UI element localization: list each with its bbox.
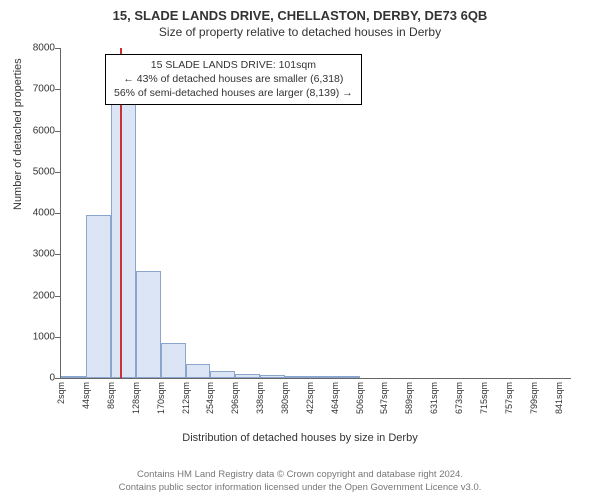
histogram-bar (285, 376, 310, 378)
y-tick-label: 8000 (33, 43, 55, 54)
y-tick-label: 4000 (33, 208, 55, 219)
x-tick-label: 841sqm (554, 382, 564, 414)
y-tick-label: 5000 (33, 166, 55, 177)
histogram-bar (86, 215, 111, 378)
info-box: 15 SLADE LANDS DRIVE: 101sqm ← 43% of de… (105, 54, 362, 105)
x-axis-label: Distribution of detached houses by size … (0, 432, 600, 444)
x-tick-label: 170sqm (156, 382, 166, 414)
x-tick-label: 757sqm (504, 382, 514, 414)
x-tick-label: 631sqm (429, 382, 439, 414)
x-tick-label: 212sqm (181, 382, 191, 414)
y-tick (55, 89, 61, 90)
histogram-bar (111, 102, 136, 378)
x-tick-label: 338sqm (255, 382, 265, 414)
y-tick (55, 131, 61, 132)
x-tick-label: 422sqm (305, 382, 315, 414)
info-line-1: 15 SLADE LANDS DRIVE: 101sqm (114, 58, 353, 72)
x-tick-label: 799sqm (529, 382, 539, 414)
x-tick-label: 2sqm (56, 382, 66, 404)
footer-line-2: Contains public sector information licen… (0, 482, 600, 494)
y-tick (55, 254, 61, 255)
footer-line-1: Contains HM Land Registry data © Crown c… (0, 469, 600, 481)
y-tick-label: 3000 (33, 249, 55, 260)
histogram-bar (260, 375, 285, 378)
histogram-bar (210, 371, 235, 378)
x-tick-label: 296sqm (230, 382, 240, 414)
x-tick-label: 464sqm (330, 382, 340, 414)
x-tick-label: 715sqm (479, 382, 489, 414)
histogram-bar (136, 271, 161, 378)
histogram-bar (186, 364, 211, 378)
y-tick (55, 213, 61, 214)
x-tick-label: 547sqm (379, 382, 389, 414)
histogram-bar (235, 374, 260, 378)
histogram-bar (61, 376, 86, 378)
y-tick (55, 378, 61, 379)
page-title: 15, SLADE LANDS DRIVE, CHELLASTON, DERBY… (0, 0, 600, 23)
x-tick-label: 254sqm (205, 382, 215, 414)
y-tick-label: 7000 (33, 84, 55, 95)
y-tick-label: 6000 (33, 125, 55, 136)
x-tick-label: 589sqm (404, 382, 414, 414)
y-tick-label: 0 (49, 373, 55, 384)
info-line-3: 56% of semi-detached houses are larger (… (114, 86, 353, 100)
footer-attribution: Contains HM Land Registry data © Crown c… (0, 469, 600, 494)
y-tick (55, 172, 61, 173)
info-line-2: ← 43% of detached houses are smaller (6,… (114, 72, 353, 86)
histogram-bar (161, 343, 186, 378)
histogram-bar (335, 376, 360, 378)
y-tick (55, 337, 61, 338)
y-tick (55, 296, 61, 297)
y-axis-label: Number of detached properties (12, 58, 24, 210)
x-tick-label: 506sqm (355, 382, 365, 414)
x-tick-label: 673sqm (454, 382, 464, 414)
x-tick-label: 44sqm (81, 382, 91, 409)
x-tick-label: 86sqm (106, 382, 116, 409)
page-subtitle: Size of property relative to detached ho… (0, 23, 600, 39)
y-tick-label: 1000 (33, 331, 55, 342)
y-tick-label: 2000 (33, 290, 55, 301)
x-tick-label: 380sqm (280, 382, 290, 414)
y-tick (55, 48, 61, 49)
x-tick-label: 128sqm (131, 382, 141, 414)
histogram-bar (310, 376, 335, 378)
